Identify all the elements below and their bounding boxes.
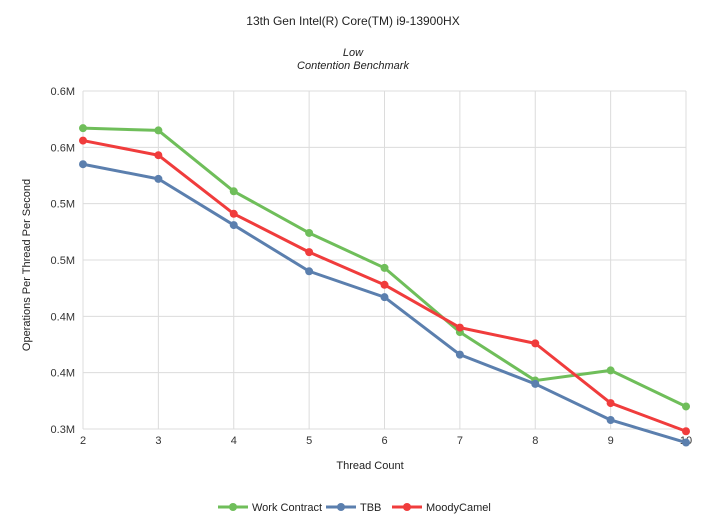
legend-label: Work Contract [252, 502, 322, 514]
y-tick-label: 0.4M [51, 368, 75, 380]
legend-swatch-marker [403, 503, 411, 511]
legend-item-work-contract: Work Contract [218, 502, 322, 514]
series-layer [79, 124, 690, 447]
data-point-work-contract [305, 228, 314, 237]
y-tick-label: 0.4M [51, 311, 75, 323]
legend-swatch-marker [229, 503, 237, 511]
data-point-work-contract [154, 126, 163, 135]
chart-subtitle-line-2: Contention Benchmark [297, 60, 409, 72]
y-axis-ticks: 0.6M 0.6M 0.5M 0.5M 0.4M 0.4M 0.3M [51, 86, 75, 436]
x-axis-label: Thread Count [336, 460, 403, 472]
data-point-tbb [380, 293, 389, 302]
y-tick-label: 0.5M [51, 199, 75, 211]
x-tick-label: 4 [231, 435, 237, 447]
data-point-moodycamel [531, 339, 540, 348]
y-tick-label: 0.6M [51, 142, 75, 154]
data-point-tbb [682, 438, 690, 447]
data-point-moodycamel [606, 399, 615, 408]
y-tick-label: 0.5M [51, 255, 75, 267]
x-tick-label: 6 [381, 435, 387, 447]
x-tick-label: 7 [457, 435, 463, 447]
data-point-moodycamel [154, 151, 163, 160]
x-tick-label: 9 [608, 435, 614, 447]
legend-label: TBB [360, 502, 381, 514]
data-point-moodycamel [305, 248, 314, 257]
data-point-tbb [79, 160, 87, 169]
data-point-tbb [154, 174, 163, 183]
x-tick-label: 8 [532, 435, 538, 447]
x-axis-ticks: 2345678910 [80, 435, 692, 447]
data-point-tbb [229, 221, 238, 230]
series-tbb [79, 160, 690, 447]
data-point-tbb [305, 267, 314, 276]
x-tick-label: 3 [155, 435, 161, 447]
data-point-moodycamel [79, 136, 87, 145]
legend-item-moodycamel: MoodyCamel [392, 502, 491, 514]
chart-title: 13th Gen Intel(R) Core(TM) i9-13900HX [246, 14, 459, 28]
data-point-work-contract [606, 366, 615, 375]
legend-swatch-marker [337, 503, 345, 511]
chart-subtitle-line-1: Low [343, 47, 364, 59]
data-point-tbb [606, 415, 615, 424]
legend-item-tbb: TBB [326, 502, 381, 514]
data-point-tbb [531, 379, 540, 388]
x-tick-label: 2 [80, 435, 86, 447]
legend: Work Contract TBB MoodyCamel [218, 502, 491, 514]
x-tick-label: 5 [306, 435, 312, 447]
data-point-moodycamel [229, 209, 238, 218]
data-point-work-contract [380, 263, 389, 272]
data-point-moodycamel [455, 323, 464, 332]
data-point-work-contract [229, 187, 238, 196]
y-axis-label: Operations Per Thread Per Second [21, 179, 33, 351]
series-moodycamel [79, 136, 690, 436]
legend-label: MoodyCamel [426, 502, 491, 514]
y-tick-label: 0.6M [51, 86, 75, 98]
grid [82, 90, 687, 430]
data-point-moodycamel [380, 280, 389, 289]
data-point-work-contract [79, 124, 87, 133]
data-point-tbb [455, 350, 464, 359]
y-tick-label: 0.3M [51, 424, 75, 436]
data-point-moodycamel [682, 427, 690, 436]
data-point-work-contract [682, 402, 690, 411]
